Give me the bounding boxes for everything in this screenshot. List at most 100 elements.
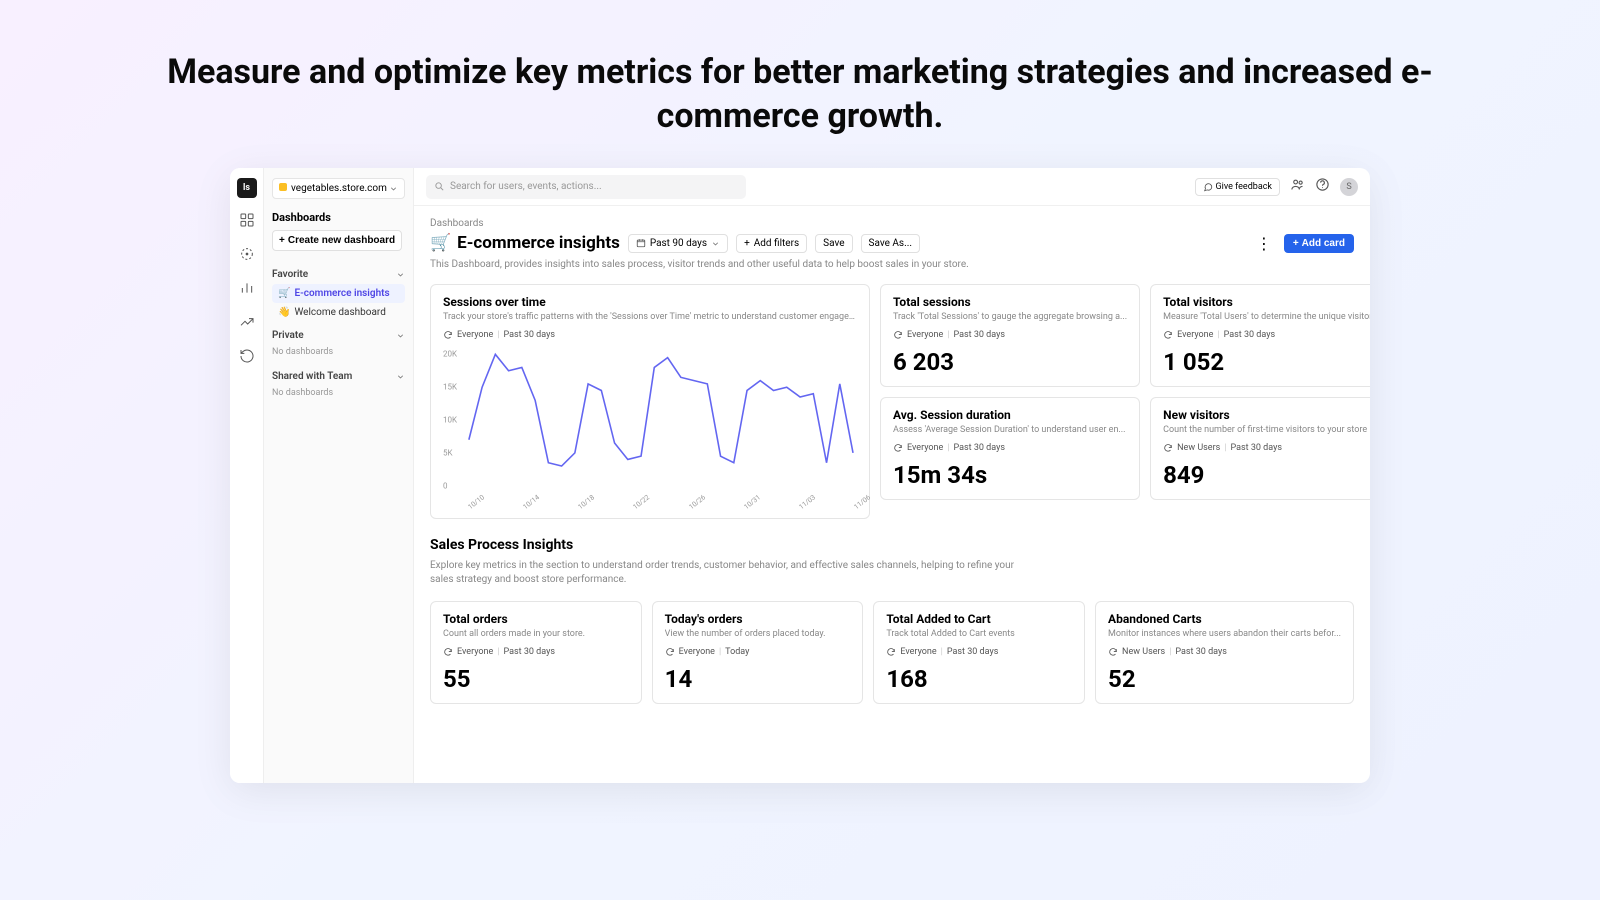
store-name: vegetables.store.com (291, 183, 387, 194)
daterange-button[interactable]: Past 90 days (628, 234, 728, 253)
total-visitors-card: Total visitors Measure 'Total Users' to … (1150, 284, 1370, 387)
feedback-button[interactable]: Give feedback (1195, 178, 1281, 196)
card-subtitle: Measure 'Total Users' to determine the u… (1163, 312, 1370, 322)
sidebar-section-shared[interactable]: Shared with Team (272, 371, 405, 382)
card-filter: Everyone|Past 30 days (886, 647, 1072, 657)
refresh-icon (665, 647, 675, 657)
search-icon (434, 181, 445, 192)
sidebar-item-welcome[interactable]: 👋 Welcome dashboard (272, 303, 405, 322)
save-as-button[interactable]: Save As... (861, 234, 920, 253)
save-button[interactable]: Save (815, 234, 852, 253)
chevron-down-icon (396, 331, 405, 340)
sidebar-private-empty: No dashboards (272, 345, 405, 363)
sidebar-item-ecommerce[interactable]: 🛒 E-commerce insights (272, 284, 405, 303)
card-title: Avg. Session duration (893, 408, 1127, 422)
apps-icon[interactable] (239, 212, 255, 232)
refresh-icon (1163, 443, 1173, 453)
sales-section-heading: Sales Process Insights (430, 537, 1354, 553)
breadcrumb[interactable]: Dashboards (430, 218, 1354, 229)
add-card-button[interactable]: +Add card (1284, 234, 1354, 253)
icon-rail: ls (230, 168, 264, 783)
card-filter: Everyone|Past 30 days (893, 330, 1127, 340)
card-subtitle: Track total Added to Cart events (886, 629, 1072, 639)
chat-icon (1203, 182, 1213, 192)
card-subtitle: Monitor instances where users abandon th… (1108, 629, 1341, 639)
page-description: This Dashboard, provides insights into s… (430, 259, 1354, 270)
card-subtitle: Track 'Total Sessions' to gauge the aggr… (893, 312, 1127, 322)
card-title: Today's orders (665, 612, 851, 626)
card-title: New visitors (1163, 408, 1370, 422)
card-subtitle: View the number of orders placed today. (665, 629, 851, 639)
today-orders-card: Today's orders View the number of orders… (652, 601, 864, 704)
avatar[interactable]: S (1340, 178, 1358, 196)
sales-grid: Total orders Count all orders made in yo… (430, 601, 1354, 704)
wave-icon: 👋 (278, 307, 290, 318)
stat-value: 15m 34s (893, 461, 1127, 489)
history-icon[interactable] (239, 348, 255, 368)
card-filter: Everyone|Past 30 days (893, 443, 1127, 453)
store-dot-icon (279, 183, 287, 191)
added-cart-card: Total Added to Cart Track total Added to… (873, 601, 1085, 704)
stat-value: 14 (665, 665, 851, 693)
help-icon[interactable] (1315, 177, 1330, 196)
add-filters-button[interactable]: +Add filters (736, 234, 807, 253)
refresh-icon (886, 647, 896, 657)
refresh-icon (1108, 647, 1118, 657)
stat-value: 55 (443, 665, 629, 693)
card-title: Sessions over time (443, 295, 857, 309)
stat-value: 168 (886, 665, 1072, 693)
sales-section-desc: Explore key metrics in the section to un… (430, 559, 1030, 587)
cart-icon: 🛒 (430, 233, 451, 253)
sessions-chart-card: Sessions over time Track your store's tr… (430, 284, 870, 519)
new-visitors-card: New visitors Count the number of first-t… (1150, 397, 1370, 500)
search-input[interactable]: Search for users, events, actions... (426, 175, 746, 199)
chevron-down-icon (389, 184, 398, 193)
card-filter: New Users|Past 30 days (1108, 647, 1341, 657)
card-filter: New Users|Past 30 days (1163, 443, 1370, 453)
create-dashboard-button[interactable]: +Create new dashboard (272, 230, 402, 251)
stat-value: 849 (1163, 461, 1370, 489)
card-filter: Everyone|Today (665, 647, 851, 657)
card-title: Total visitors (1163, 295, 1370, 309)
top-grid: Sessions over time Track your store's tr… (430, 284, 1354, 519)
page-title: 🛒 E-commerce insights (430, 233, 620, 253)
line-chart: 20K15K10K5K010/1010/1410/1810/2210/2610/… (443, 348, 857, 508)
stat-value: 1 052 (1163, 348, 1370, 376)
app-frame: ls vegetables.store.com Dashboards +Crea… (230, 168, 1370, 783)
refresh-icon (443, 647, 453, 657)
store-selector[interactable]: vegetables.store.com (272, 178, 405, 199)
card-filter: Everyone|Past 30 days (443, 330, 857, 340)
hero-heading: Measure and optimize key metrics for bet… (0, 0, 1600, 168)
refresh-icon (1163, 330, 1173, 340)
refresh-icon (893, 330, 903, 340)
topbar: Search for users, events, actions... Giv… (414, 168, 1370, 206)
more-menu-icon[interactable]: ⋮ (1252, 234, 1276, 253)
refresh-icon (893, 443, 903, 453)
team-icon[interactable] (1290, 177, 1305, 196)
card-title: Total Added to Cart (886, 612, 1072, 626)
card-filter: Everyone|Past 30 days (1163, 330, 1370, 340)
app-logo[interactable]: ls (237, 178, 257, 198)
avg-session-card: Avg. Session duration Assess 'Average Se… (880, 397, 1140, 500)
title-row: 🛒 E-commerce insights Past 90 days +Add … (430, 233, 1354, 253)
target-icon[interactable] (239, 246, 255, 266)
calendar-icon (636, 238, 646, 248)
card-subtitle: Assess 'Average Session Duration' to und… (893, 425, 1127, 435)
total-sessions-card: Total sessions Track 'Total Sessions' to… (880, 284, 1140, 387)
chevron-down-icon (711, 239, 720, 248)
cart-icon: 🛒 (278, 288, 290, 299)
sidebar-section-private[interactable]: Private (272, 330, 405, 341)
sidebar-shared-empty: No dashboards (272, 386, 405, 404)
trend-icon[interactable] (239, 314, 255, 334)
card-subtitle: Track your store's traffic patterns with… (443, 312, 857, 322)
card-title: Abandoned Carts (1108, 612, 1341, 626)
card-subtitle: Count all orders made in your store. (443, 629, 629, 639)
bars-icon[interactable] (239, 280, 255, 300)
card-title: Total orders (443, 612, 629, 626)
stat-value: 6 203 (893, 348, 1127, 376)
card-title: Total sessions (893, 295, 1127, 309)
content: Dashboards 🛒 E-commerce insights Past 90… (414, 206, 1370, 783)
card-subtitle: Count the number of first-time visitors … (1163, 425, 1370, 435)
chevron-down-icon (396, 372, 405, 381)
sidebar-section-favorite[interactable]: Favorite (272, 269, 405, 280)
